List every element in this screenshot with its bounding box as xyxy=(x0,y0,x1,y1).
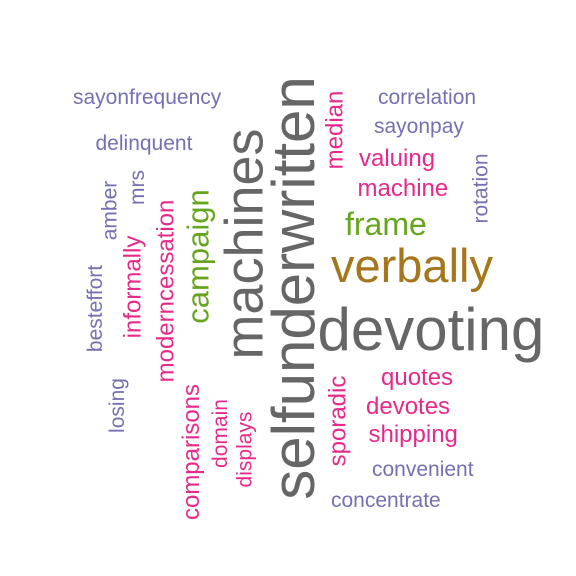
word-devoting: devoting xyxy=(317,296,545,363)
word-median: median xyxy=(320,90,348,170)
word-convenient: convenient xyxy=(372,457,474,481)
word-mrs: mrs xyxy=(125,169,149,205)
word-delinquent: delinquent xyxy=(95,131,193,155)
word-machine: machine xyxy=(357,175,449,202)
word-quotes: quotes xyxy=(381,364,454,391)
word-valuing: valuing xyxy=(359,145,436,172)
word-comparisons: comparisons xyxy=(178,383,206,521)
word-sporadic: sporadic xyxy=(323,375,351,467)
word-amber: amber xyxy=(98,180,122,240)
word-concentrate: concentrate xyxy=(331,488,441,512)
word-shipping: shipping xyxy=(368,421,458,448)
word-frame: frame xyxy=(345,206,427,242)
word-verbally: verbally xyxy=(331,238,493,292)
word-rotation: rotation xyxy=(469,152,493,224)
word-losing: losing xyxy=(105,377,129,433)
word-devotes: devotes xyxy=(366,393,451,420)
word-moderncessation: moderncessation xyxy=(151,199,179,383)
word-sayonfrequency: sayonfrequency xyxy=(73,85,222,109)
word-displays: displays xyxy=(233,411,257,487)
word-campaign: campaign xyxy=(180,188,216,324)
word-sayonpay: sayonpay xyxy=(374,114,464,138)
word-besteffort: besteffort xyxy=(83,264,107,352)
word-domain: domain xyxy=(208,398,232,468)
word-machines: machines xyxy=(214,128,275,360)
word-correlation: correlation xyxy=(378,85,477,109)
word-informally: informally xyxy=(118,235,146,339)
